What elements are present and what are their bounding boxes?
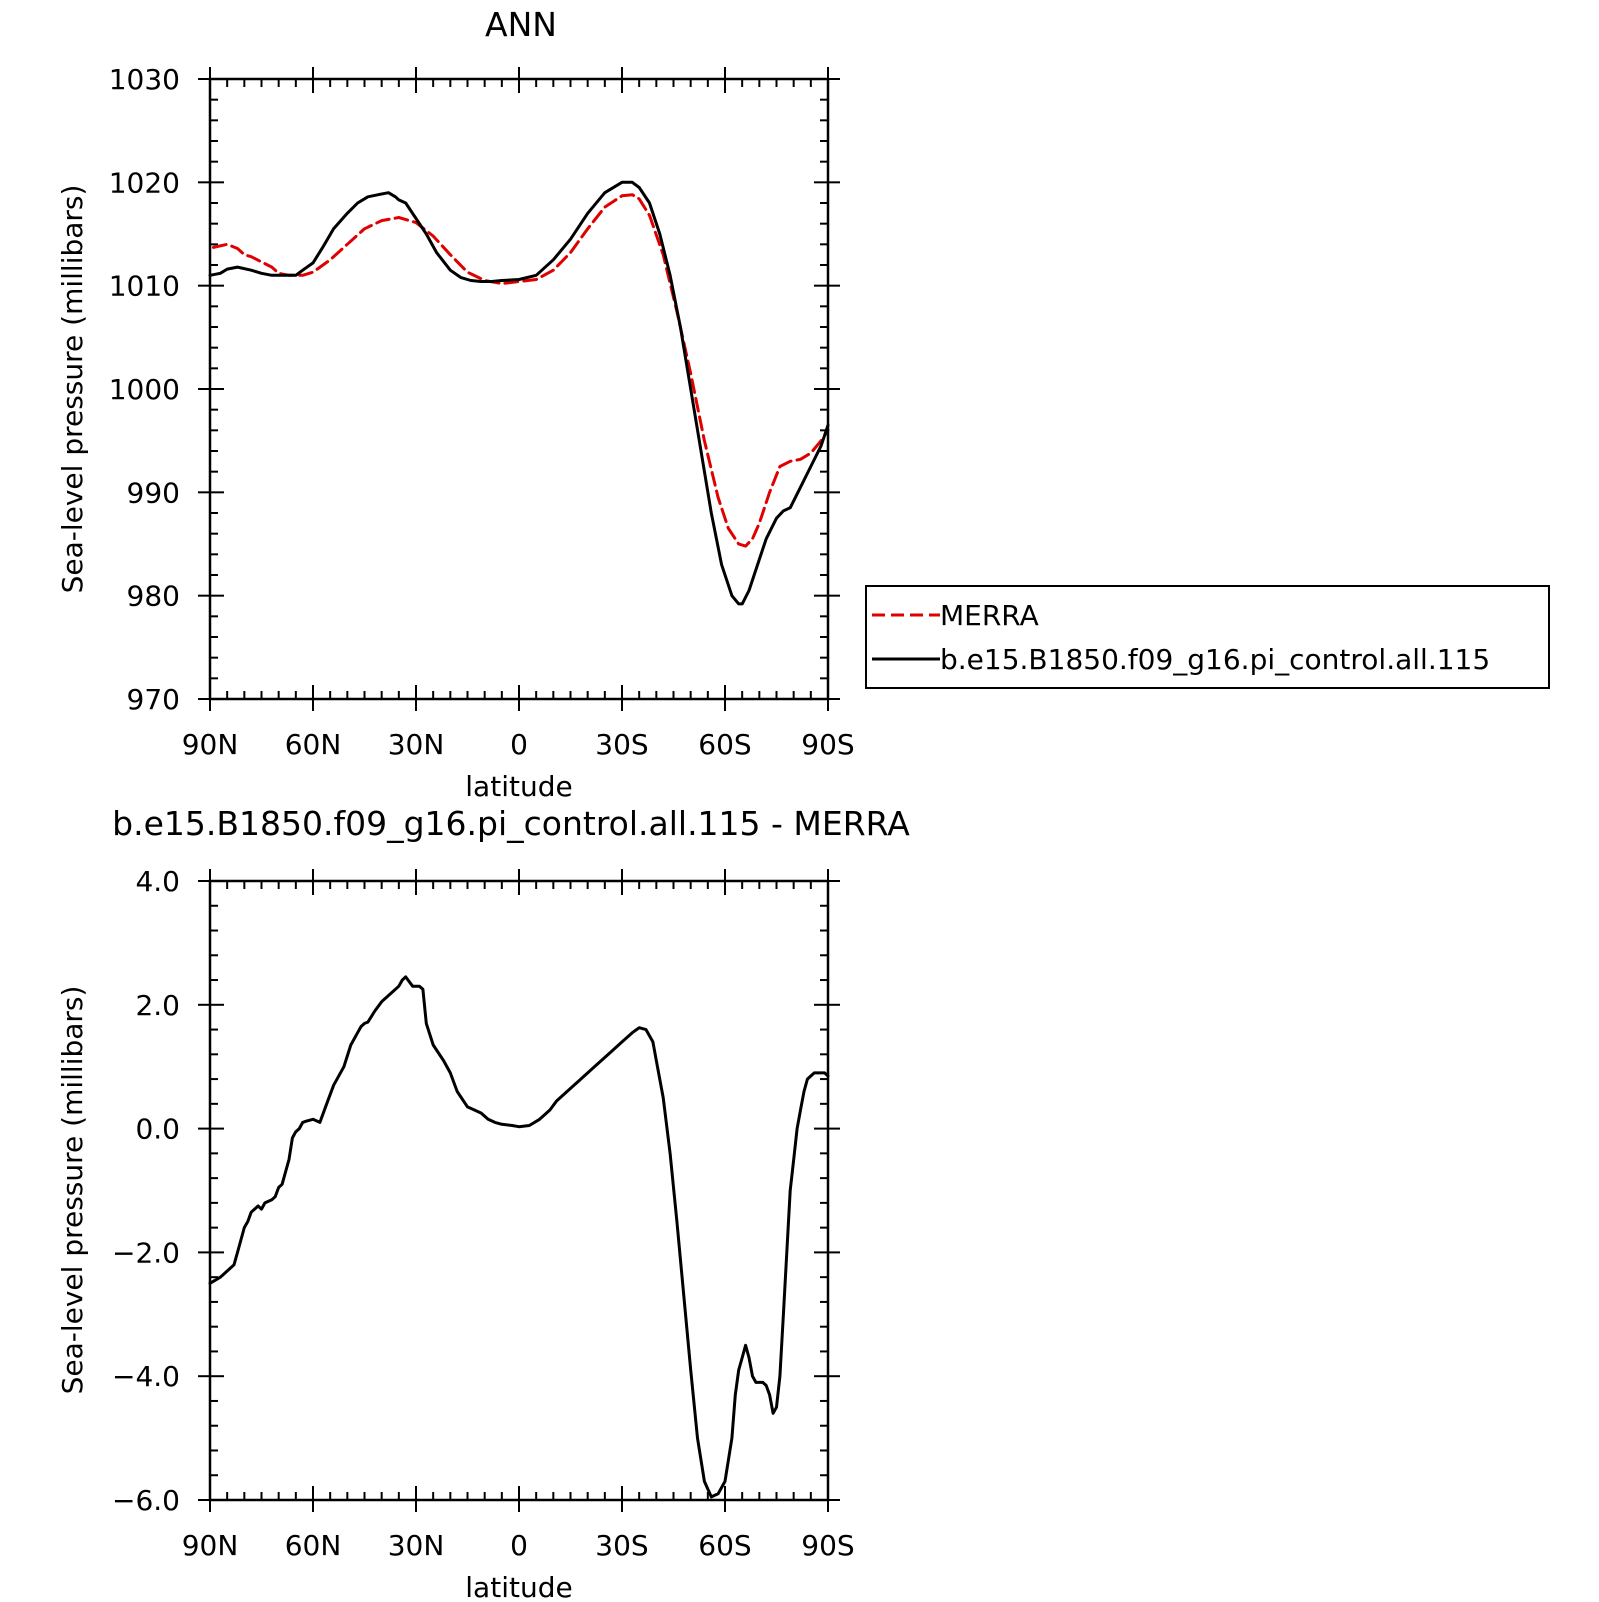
legend-box <box>865 585 1550 689</box>
y-tick-label: 1020 <box>109 166 180 199</box>
x-tick-label: 90N <box>182 1529 239 1562</box>
x-tick-label: 60N <box>285 1529 342 1562</box>
x-tick-label: 90S <box>801 1529 854 1562</box>
y-tick-label: 1030 <box>109 63 180 96</box>
y-tick-label: 0.0 <box>135 1113 180 1146</box>
x-tick-label: 30N <box>388 1529 445 1562</box>
x-tick-label: 90N <box>182 728 239 761</box>
legend-entry-merra: MERRA <box>940 599 1039 632</box>
y-tick-label: −2.0 <box>112 1236 180 1269</box>
y-tick-label: 990 <box>127 476 180 509</box>
y-tick-label: 970 <box>127 683 180 716</box>
chart-title: ANN <box>485 5 557 44</box>
series-line-difference <box>208 975 830 1499</box>
x-tick-label: 0 <box>510 1529 528 1562</box>
y-tick-label: 980 <box>127 580 180 613</box>
series-line-model <box>208 180 830 606</box>
x-tick-label: 30N <box>388 728 445 761</box>
plot-frame <box>208 879 830 1502</box>
y-tick-label: −6.0 <box>112 1484 180 1517</box>
x-tick-label: 60N <box>285 728 342 761</box>
y-tick-label: −4.0 <box>112 1360 180 1393</box>
x-tick-label: 30S <box>595 1529 648 1562</box>
y-tick-label: 4.0 <box>135 865 180 898</box>
series-group <box>208 975 830 1499</box>
x-tick-label: 30S <box>595 728 648 761</box>
y-axis-label: Sea-level pressure (millibars) <box>56 185 89 594</box>
y-tick-label: 2.0 <box>135 989 180 1022</box>
x-tick-label: 0 <box>510 728 528 761</box>
x-tick-label: 60S <box>698 1529 751 1562</box>
series-line-merra <box>211 193 830 548</box>
plot-frame <box>208 77 830 701</box>
x-axis-label: latitude <box>465 1571 572 1602</box>
legend-entry-model: b.e15.B1850.f09_g16.pi_control.all.115 <box>940 643 1490 676</box>
y-tick-label: 1010 <box>109 270 180 303</box>
chart-title: b.e15.B1850.f09_g16.pi_control.all.115 -… <box>112 804 910 843</box>
x-tick-label: 60S <box>698 728 751 761</box>
x-tick-label: 90S <box>801 728 854 761</box>
series-group <box>208 180 830 606</box>
x-axis-label: latitude <box>465 770 572 803</box>
y-axis-label: Sea-level pressure (millibars) <box>56 986 89 1395</box>
difference-panel: b.e15.B1850.f09_g16.pi_control.all.115 -… <box>56 804 910 1602</box>
annual-mean-panel: ANN 90N 60N 30N 0 30S 60S 90S 970 980 990 1000 1010… <box>56 5 1550 803</box>
legend: MERRA b.e15.B1850.f09_g16.pi_control.all… <box>865 585 1550 689</box>
y-tick-label: 1000 <box>109 373 180 406</box>
